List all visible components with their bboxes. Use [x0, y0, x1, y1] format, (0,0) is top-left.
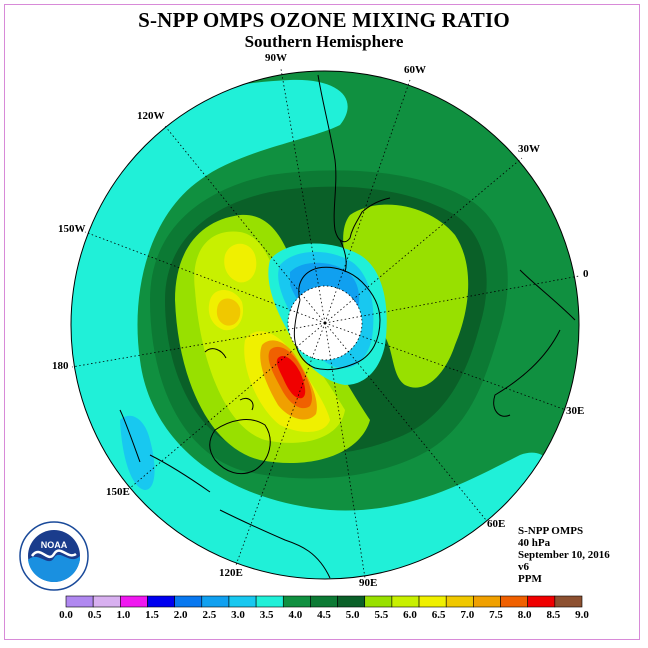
colorbar-tick-label: 0.5: [87, 609, 102, 621]
colorbar-swatch: [174, 595, 203, 608]
meridian-60e: [324, 322, 487, 521]
colorbar-tick-label: 3.5: [259, 609, 274, 621]
lon-label-180: 180: [52, 360, 69, 372]
lon-label-60e: 60E: [487, 518, 506, 530]
lon-label-120w: 120W: [137, 110, 165, 122]
colorbar-tick-label: 4.5: [317, 609, 331, 621]
lon-label-30e: 30E: [566, 405, 585, 417]
ozone-contour-7p0: [216, 298, 241, 326]
coastline-australia: [209, 419, 271, 475]
colorbar-swatch: [364, 595, 393, 608]
info-instrument: S-NPP OMPS: [518, 525, 584, 537]
ozone-contour-6p5-a: [224, 243, 257, 283]
noaa-logo-wave: [28, 554, 80, 582]
lon-label-120e: 120E: [219, 567, 243, 579]
noaa-logo-gull: [30, 549, 77, 559]
lon-label-0: 0: [583, 268, 589, 280]
colorbar-tick-label: 9.0: [575, 609, 589, 621]
lon-label-60w: 60W: [404, 64, 426, 76]
coastlines: [119, 74, 576, 579]
meridian-30w: [324, 157, 523, 324]
colorbar-tick-label: 2.0: [173, 609, 188, 621]
coastline-indonesia: [149, 454, 331, 579]
colorbar-swatch: [337, 595, 366, 608]
colorbar-swatch: [473, 595, 501, 608]
meridian-150e: [129, 322, 326, 489]
colorbar-tick-label: 8.0: [517, 609, 532, 621]
coastline-new-zealand: [204, 348, 254, 411]
colorbar-tick-label: 1.0: [116, 609, 131, 621]
coastline-africa: [493, 269, 576, 417]
coastline-antarctic-peninsula: [339, 239, 347, 273]
coastline-antarctica: [293, 266, 381, 371]
lon-label-30w: 30W: [518, 143, 540, 155]
colorbar-tick-label: 3.0: [231, 609, 245, 621]
meridian-120e: [235, 322, 326, 566]
meridian-90w: [280, 68, 326, 324]
meridian-90e: [324, 322, 366, 579]
colorbar-swatch: [120, 595, 148, 608]
colorbar-tick-label: 2.5: [202, 609, 217, 621]
colorbar-swatch: [554, 595, 583, 608]
ozone-field: [71, 71, 579, 579]
info-level: 40 hPa: [518, 537, 551, 549]
figure-subtitle: Southern Hemisphere: [244, 32, 404, 51]
figure-title: S-NPP OMPS OZONE MIXING RATIO: [138, 8, 510, 32]
colorbar-tick-label: 5.5: [374, 609, 389, 621]
colorbar-tick-label: 4.0: [288, 609, 303, 621]
lon-label-150w: 150W: [58, 223, 86, 235]
ozone-contour-8p5: [276, 355, 306, 399]
lon-label-150e: 150E: [106, 486, 130, 498]
figure-frame: [4, 4, 640, 640]
colorbar-tick-label: 7.5: [489, 609, 503, 621]
colorbar-swatch: [500, 595, 528, 608]
colorbar-swatch: [527, 595, 556, 608]
colorbar-swatch: [65, 595, 94, 608]
graticule: [71, 68, 580, 579]
map-boundary: [70, 70, 580, 580]
colorbar-swatch: [147, 595, 175, 608]
ozone-contour-5p5-right: [343, 204, 469, 388]
meridian-150w: [84, 231, 326, 324]
meridian-30e: [324, 322, 567, 411]
meridian-0: [324, 275, 580, 324]
colorbar-swatch: [282, 595, 311, 608]
latitude-circle-80s: [287, 285, 363, 361]
ozone-contour-3p0-patch: [120, 415, 155, 490]
meridian-180: [71, 322, 326, 368]
noaa-logo: NOAA: [19, 521, 89, 591]
info-block: S-NPP OMPS 40 hPa September 10, 2016 v6 …: [518, 525, 610, 585]
colorbar-tick-label: 0.0: [59, 609, 73, 621]
colorbar-swatch: [418, 595, 447, 608]
info-date: September 10, 2016: [518, 549, 610, 561]
colorbar-swatch: [310, 595, 338, 608]
coastline-south-america: [317, 74, 391, 243]
info-version: v6: [518, 561, 529, 573]
colorbar-swatch: [391, 595, 420, 608]
colorbar-swatch: [445, 595, 474, 608]
colorbar-swatch: [255, 595, 284, 608]
colorbar-tick-label: 5.0: [345, 609, 360, 621]
colorbar-swatch: [228, 595, 257, 608]
meridian-60w: [324, 79, 411, 324]
colorbar-tick-label: 7.0: [460, 609, 475, 621]
colorbar-swatch: [92, 595, 121, 608]
colorbar-swatch: [201, 595, 230, 608]
lon-label-90w: 90W: [265, 52, 287, 64]
colorbar-tick-label: 6.5: [431, 609, 446, 621]
south-pole-marker: [323, 321, 327, 325]
ozone-contour-3p5-outer: [71, 79, 554, 579]
colorbar-tick-label: 1.5: [145, 609, 159, 621]
noaa-logo-text: NOAA: [41, 540, 68, 550]
colorbar-tick-label: 6.0: [403, 609, 417, 621]
colorbar-tick-label: 8.5: [546, 609, 561, 621]
info-units: PPM: [518, 573, 542, 585]
lon-label-90e: 90E: [359, 577, 378, 589]
coastline-east-asia: [119, 409, 141, 463]
